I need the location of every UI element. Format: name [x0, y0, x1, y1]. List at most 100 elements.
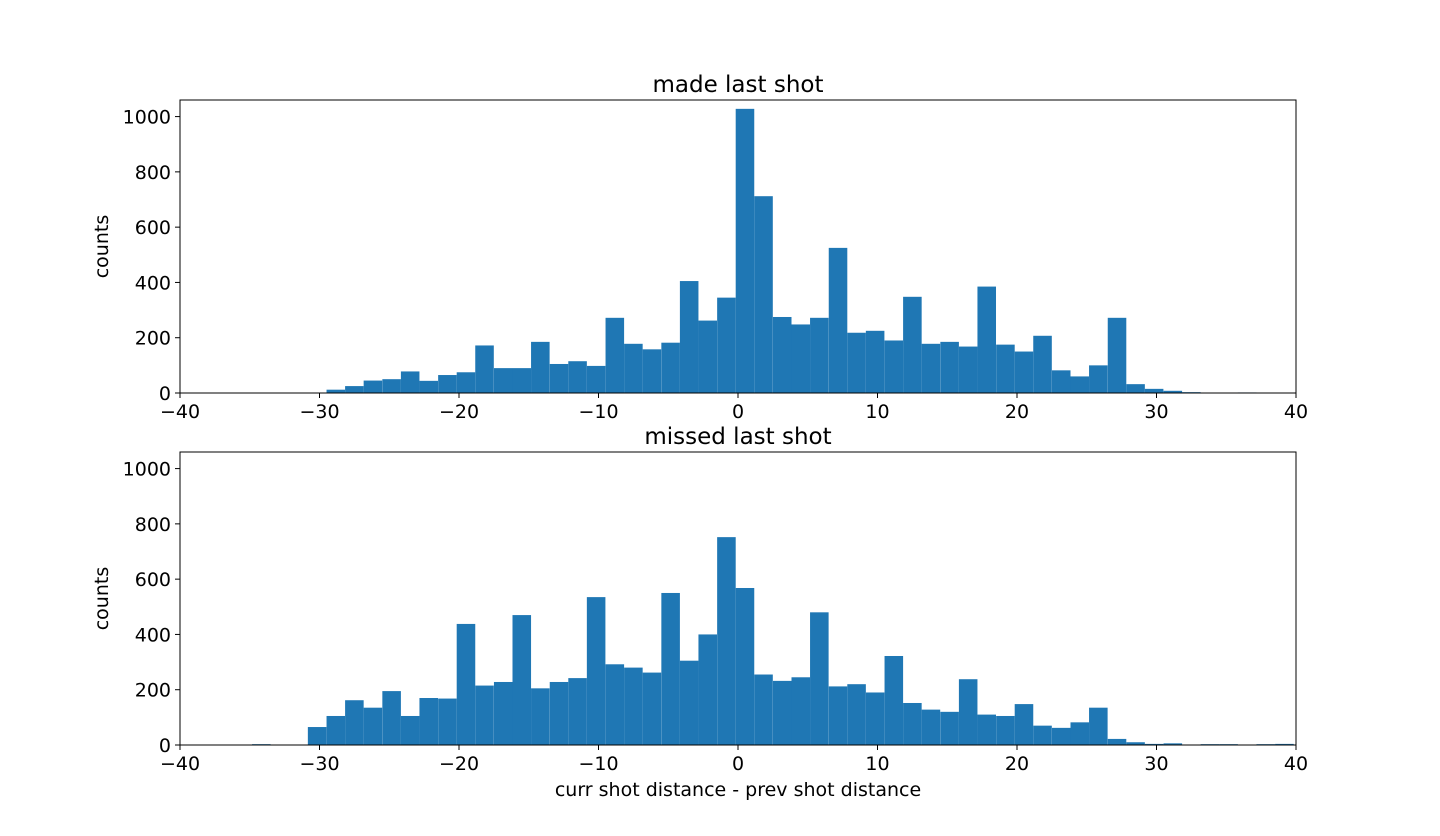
histogram-bar [921, 709, 941, 745]
histogram-bar [586, 597, 606, 745]
x-tick-label: −20 [439, 753, 479, 775]
x-tick-label: −30 [299, 401, 339, 423]
histogram-bar [419, 380, 439, 393]
histogram-bar [1070, 376, 1090, 393]
x-tick-label: 40 [1284, 401, 1308, 423]
x-tick-label: 40 [1284, 753, 1308, 775]
chart-title: made last shot [652, 72, 823, 98]
histogram-bar [345, 386, 364, 393]
histogram-bar [400, 715, 420, 745]
y-tick-label: 0 [159, 383, 171, 405]
histogram-bar [903, 296, 922, 393]
histogram-bar [438, 375, 457, 393]
histogram-bar [791, 677, 811, 745]
histogram-bar [624, 343, 643, 393]
histogram-bar [977, 714, 997, 745]
histogram-bar [847, 684, 866, 745]
x-tick-label: 10 [865, 401, 889, 423]
histogram-bar [1089, 707, 1108, 745]
histogram-bar [847, 332, 866, 393]
histogram-bar [1163, 390, 1183, 393]
x-tick-label: 20 [1005, 401, 1029, 423]
histogram-bar [326, 389, 346, 393]
y-tick-label: 1000 [123, 107, 171, 129]
y-tick-label: 400 [135, 272, 171, 294]
histogram-bar [717, 297, 736, 393]
histogram-bar [326, 715, 346, 745]
histogram-bar [493, 681, 513, 745]
histogram-bar [698, 634, 718, 745]
histogram-bar [1126, 742, 1145, 745]
histogram-bar [512, 368, 532, 393]
histogram-bar [865, 330, 885, 393]
histogram-bar [475, 685, 494, 745]
histogram-bar [1051, 370, 1071, 393]
histogram-bar [1163, 743, 1183, 745]
y-tick-label: 200 [135, 680, 171, 702]
y-tick-label: 800 [135, 514, 171, 536]
histogram-bar [512, 615, 532, 745]
histogram-bar [382, 691, 401, 745]
histogram-bar [884, 655, 904, 745]
x-tick-label: 10 [865, 753, 889, 775]
histogram-bar [586, 365, 606, 393]
histogram-bar [772, 680, 792, 745]
histogram-bar [624, 667, 643, 745]
x-tick-label: 0 [732, 401, 744, 423]
histogram-bar [940, 341, 959, 393]
histogram-bar [475, 345, 494, 393]
panel-missed-last-shot: −40 −30 −20 −10 0 10 20 30 4002004006008001000mi… [91, 424, 1308, 801]
y-tick-label: 800 [135, 162, 171, 184]
histogram-bar [679, 660, 699, 745]
x-tick-label: −10 [578, 401, 618, 423]
x-tick-label: −10 [578, 753, 618, 775]
histogram-bar [903, 702, 922, 745]
histogram-bar [438, 698, 457, 745]
histogram-bar [531, 341, 550, 393]
histogram-bar [735, 108, 755, 394]
histogram-bar [456, 372, 476, 393]
y-tick-label: 400 [135, 624, 171, 646]
histogram-bar [1014, 704, 1034, 745]
y-tick-label: 1000 [123, 459, 171, 481]
chart-title: missed last shot [644, 424, 831, 450]
histogram-bar [1144, 388, 1164, 393]
histogram-bar [493, 368, 513, 393]
x-tick-label: −20 [439, 401, 479, 423]
histogram-bar [1126, 384, 1145, 393]
x-tick-label: −40 [160, 753, 200, 775]
histogram-bar [363, 707, 383, 745]
histogram-bar [456, 623, 476, 745]
histogram-bar [940, 711, 959, 745]
histogram-bar [810, 612, 829, 745]
histogram-bar [754, 674, 773, 745]
histogram-bar [568, 361, 587, 393]
histogram-bar [996, 344, 1015, 393]
x-tick-label: 0 [732, 753, 744, 775]
y-tick-label: 200 [135, 328, 171, 350]
histogram-bar [400, 371, 420, 393]
histogram-bar [698, 320, 718, 393]
histogram-bar [1275, 743, 1294, 745]
histogram-bar [568, 678, 587, 745]
histogram-bar [661, 342, 680, 393]
histogram-bar [642, 672, 662, 745]
histogram-bar [1033, 725, 1052, 745]
histogram-bar [363, 380, 383, 393]
histogram-bar [419, 698, 439, 745]
histogram-bar [884, 340, 904, 393]
histogram-bar [1070, 722, 1090, 745]
histogram-bar [1033, 335, 1052, 393]
histogram-bar [735, 587, 755, 745]
histogram-bar [549, 681, 569, 745]
histogram-bar [661, 592, 680, 745]
histogram-bar [996, 715, 1015, 745]
histogram-bar [717, 537, 736, 745]
panel-made-last-shot: −40 −30 −20 −10 0 10 20 30 4002004006008001000ma… [91, 72, 1308, 423]
histogram-bar [958, 679, 978, 745]
y-tick-label: 600 [135, 217, 171, 239]
x-tick-label: −30 [299, 753, 339, 775]
histogram-bar [810, 317, 829, 393]
histogram-bar [345, 700, 364, 745]
